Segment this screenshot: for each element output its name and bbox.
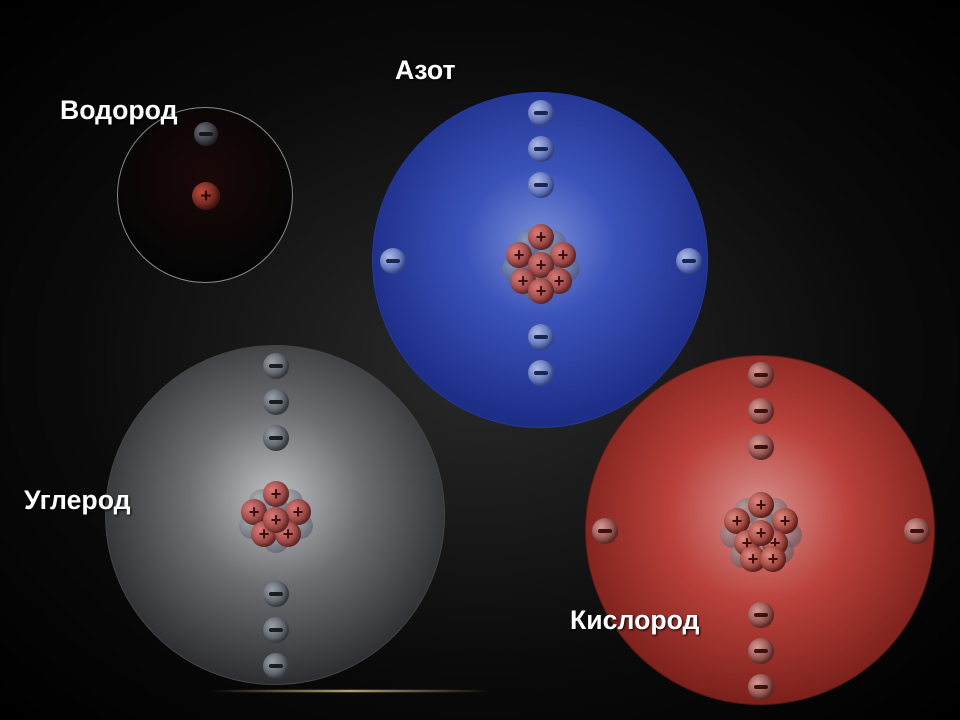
- minus-icon: [754, 685, 768, 690]
- electron: [748, 398, 774, 424]
- minus-icon: [598, 529, 612, 534]
- minus-icon: [534, 111, 548, 116]
- atom-label-nitrogen: Азот: [395, 55, 456, 86]
- minus-icon: [269, 400, 283, 405]
- electron: [904, 518, 930, 544]
- minus-icon: [534, 147, 548, 152]
- atom-label-carbon: Углерод: [24, 485, 131, 516]
- electron: [194, 122, 218, 146]
- minus-icon: [269, 592, 283, 597]
- minus-icon: [754, 445, 768, 450]
- minus-icon: [534, 371, 548, 376]
- electron: [263, 653, 289, 679]
- atom-oxygen: ++++++++: [585, 355, 935, 705]
- electron: [263, 617, 289, 643]
- electron: [748, 602, 774, 628]
- minus-icon: [269, 664, 283, 669]
- minus-icon: [682, 259, 696, 264]
- atom-label-hydrogen: Водород: [60, 95, 178, 126]
- minus-icon: [754, 409, 768, 414]
- proton: +: [263, 507, 289, 533]
- electron: [263, 389, 289, 415]
- proton: +: [748, 492, 774, 518]
- minus-icon: [269, 436, 283, 441]
- atom-carbon: ++++++: [105, 345, 445, 685]
- electron: [748, 638, 774, 664]
- electron: [748, 362, 774, 388]
- proton: +: [263, 481, 289, 507]
- proton: +: [192, 182, 220, 210]
- proton: +: [528, 278, 554, 304]
- minus-icon: [269, 628, 283, 633]
- minus-icon: [910, 529, 924, 534]
- lensflare-accent: [210, 690, 490, 692]
- proton: +: [748, 520, 774, 546]
- diagram-stage: +Водород+++++++Азот++++++Углерод++++++++…: [0, 0, 960, 720]
- electron: [528, 324, 554, 350]
- minus-icon: [534, 183, 548, 188]
- electron: [528, 172, 554, 198]
- minus-icon: [534, 335, 548, 340]
- minus-icon: [754, 373, 768, 378]
- electron: [592, 518, 618, 544]
- electron: [748, 434, 774, 460]
- electron: [748, 674, 774, 700]
- electron: [676, 248, 702, 274]
- electron: [380, 248, 406, 274]
- minus-icon: [199, 132, 212, 136]
- electron: [263, 353, 289, 379]
- atom-nitrogen: +++++++: [372, 92, 708, 428]
- electron: [263, 425, 289, 451]
- minus-icon: [269, 364, 283, 369]
- electron: [263, 581, 289, 607]
- proton: +: [760, 546, 786, 572]
- minus-icon: [386, 259, 400, 264]
- electron: [528, 360, 554, 386]
- minus-icon: [754, 649, 768, 654]
- electron: [528, 136, 554, 162]
- minus-icon: [754, 613, 768, 618]
- atom-label-oxygen: Кислород: [570, 605, 699, 636]
- proton: +: [528, 224, 554, 250]
- electron: [528, 100, 554, 126]
- atom-hydrogen: +: [117, 107, 293, 283]
